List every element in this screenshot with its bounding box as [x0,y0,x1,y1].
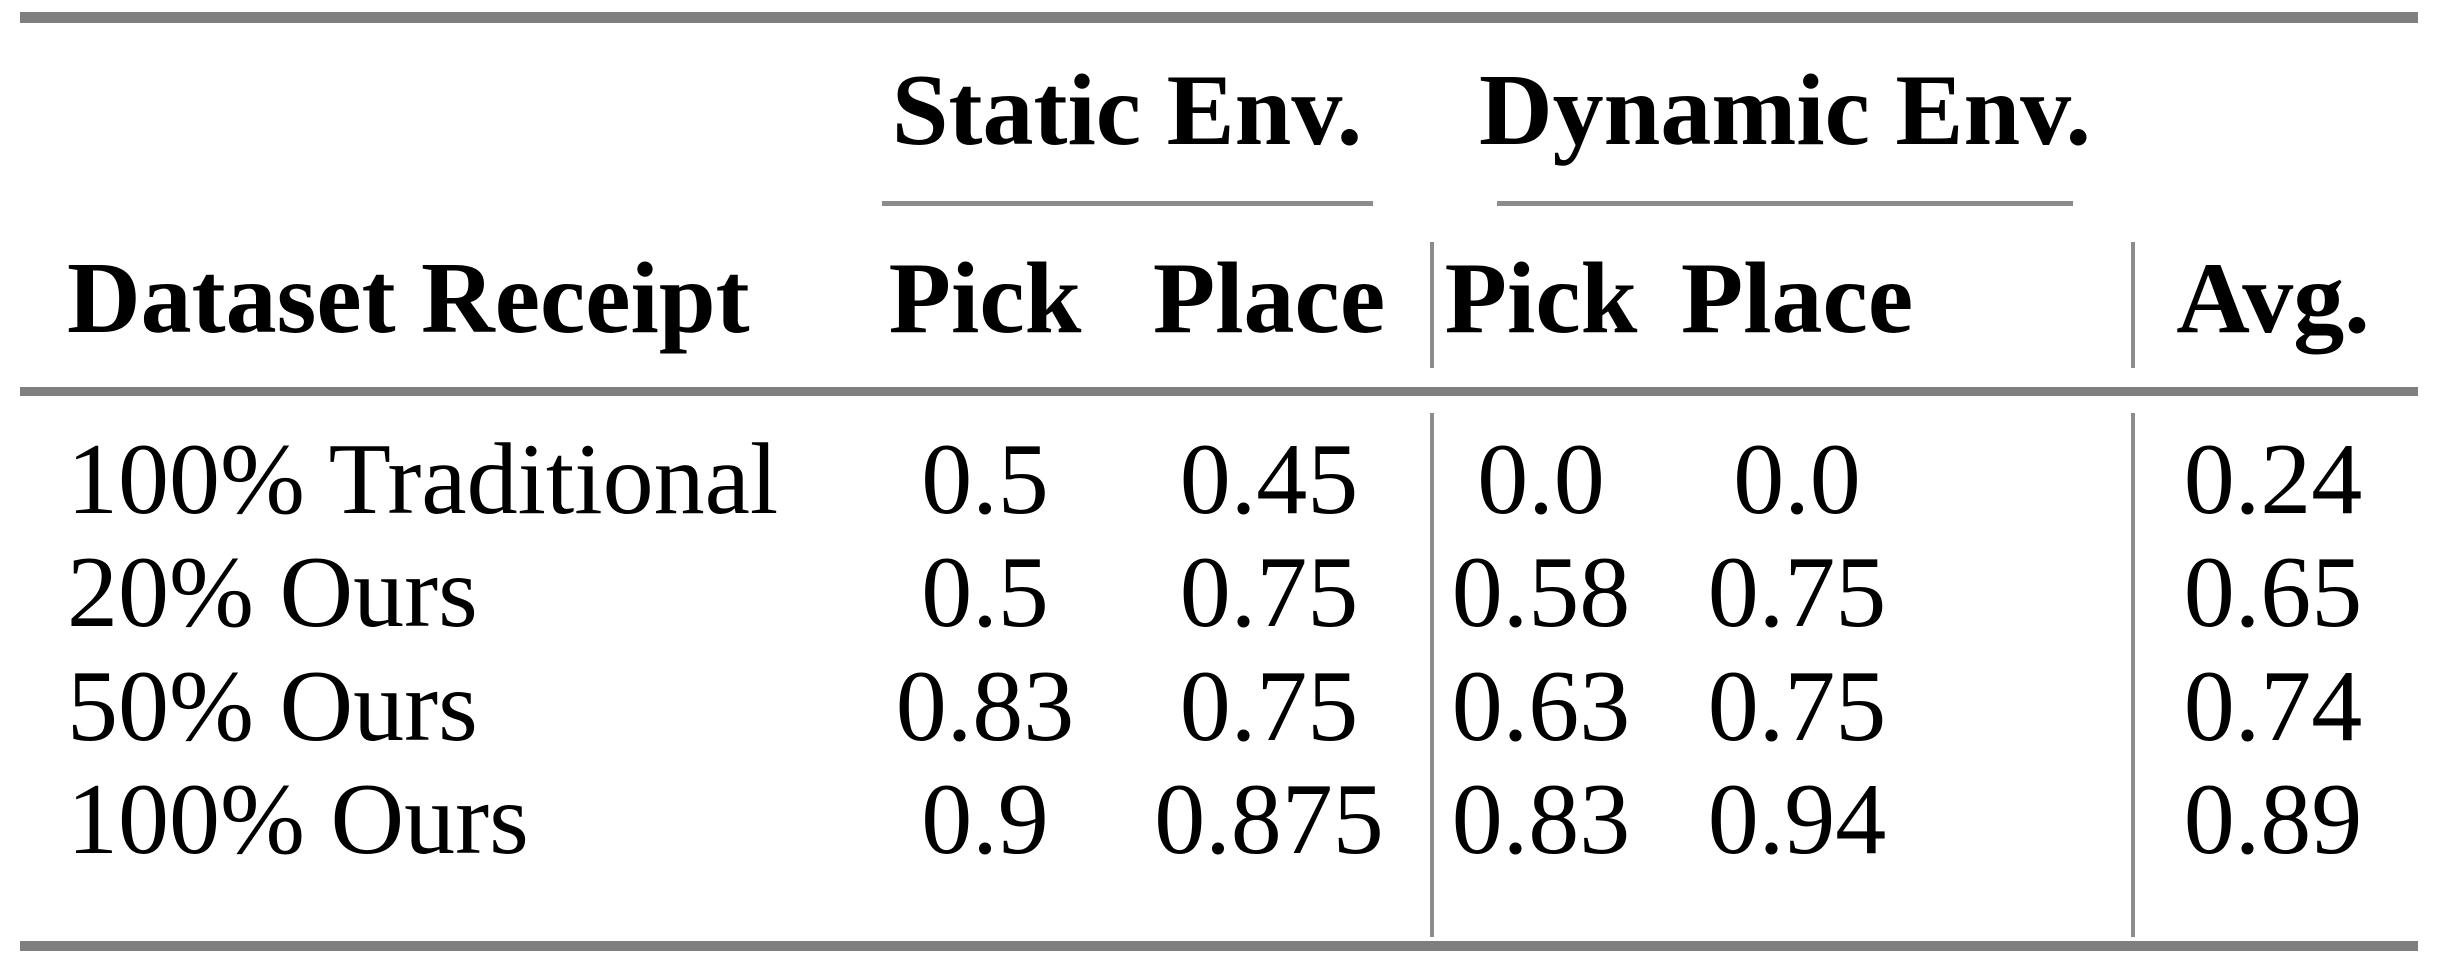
cell-avg: 0.65 [2183,536,2363,649]
cell-dynamic-place: 0.0 [1733,423,1861,536]
cell-dynamic-pick: 0.58 [1451,536,1631,649]
column-group-header-row: Static Env. Dynamic Env. [0,55,2440,167]
cell-static-place: 0.45 [1179,423,1359,536]
cell-static-pick: 0.5 [921,423,1049,536]
table-top-rule [20,12,2418,23]
row-label: 50% Ours [67,650,478,763]
cell-static-pick: 0.83 [895,650,1075,763]
cell-dynamic-pick: 0.63 [1451,650,1631,763]
header-static-pick: Pick [888,242,1082,355]
header-dynamic-pick: Pick [1444,242,1638,355]
column-group-dynamic-env: Dynamic Env. [1478,54,2092,167]
static-env-underline [882,201,1373,206]
row-label: 100% Ours [67,763,529,876]
column-separator-1-body [1430,413,1434,937]
column-separator-2-body [2131,413,2135,937]
cell-dynamic-place: 0.75 [1707,536,1887,649]
header-dynamic-place: Place [1680,242,1914,355]
column-header-row: Dataset Receipt Pick Place Pick Place Av… [0,242,2440,355]
cell-static-place: 0.75 [1179,536,1359,649]
cell-dynamic-pick: 0.0 [1477,423,1605,536]
header-static-place: Place [1152,242,1386,355]
dynamic-env-underline [1497,201,2073,206]
header-avg: Avg. [2176,242,2370,355]
row-label: 100% Traditional [67,423,779,536]
table-row: 100% Traditional 0.5 0.45 0.0 0.0 0.24 [0,423,2440,536]
cell-dynamic-place: 0.94 [1707,763,1887,876]
table-row: 20% Ours 0.5 0.75 0.58 0.75 0.65 [0,536,2440,649]
row-label: 20% Ours [67,536,478,649]
column-separator-1-header [1430,242,1434,368]
cell-static-pick: 0.9 [921,763,1049,876]
table-bottom-rule [20,941,2418,951]
header-dataset-receipt: Dataset Receipt [67,242,750,355]
cell-avg: 0.74 [2183,650,2363,763]
cell-avg: 0.24 [2183,423,2363,536]
cell-static-pick: 0.5 [921,536,1049,649]
cell-dynamic-place: 0.75 [1707,650,1887,763]
table-row: 50% Ours 0.83 0.75 0.63 0.75 0.74 [0,650,2440,763]
cell-dynamic-pick: 0.83 [1451,763,1631,876]
column-separator-2-header [2131,242,2135,368]
cell-static-place: 0.75 [1179,650,1359,763]
table-row: 100% Ours 0.9 0.875 0.83 0.94 0.89 [0,763,2440,876]
cell-static-place: 0.875 [1154,763,1384,876]
cell-avg: 0.89 [2183,763,2363,876]
column-group-static-env: Static Env. [891,54,1363,167]
table-header-rule [20,387,2418,396]
